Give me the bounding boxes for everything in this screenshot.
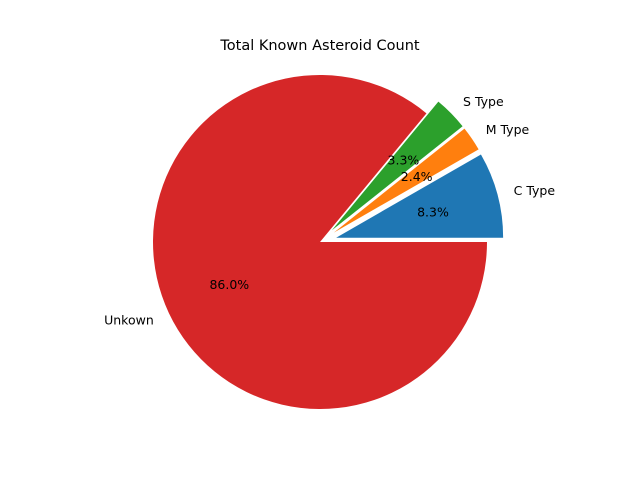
slice-percent-label: 2.4% — [401, 169, 433, 184]
slice-percent-label: 86.0% — [209, 277, 249, 292]
pie-slices — [153, 75, 504, 409]
pie-slice-unkown — [153, 75, 487, 409]
pie-slice-c-type — [336, 154, 504, 238]
slice-label: S Type — [463, 94, 504, 109]
slice-label: Unkown — [104, 313, 154, 328]
slice-percent-label: 3.3% — [388, 153, 420, 168]
slice-percent-label: 8.3% — [417, 204, 449, 219]
chart-title: Total Known Asteroid Count — [219, 38, 420, 54]
pie-slice-m-type — [333, 128, 479, 233]
pie-labels: C Type 8.3% M Type 2.4% S Type 3.3% Unkown 86.0… — [104, 94, 555, 328]
pie-slice-s-type — [331, 101, 463, 231]
slice-label: C Type — [514, 183, 556, 198]
slice-label: M Type — [486, 122, 530, 137]
